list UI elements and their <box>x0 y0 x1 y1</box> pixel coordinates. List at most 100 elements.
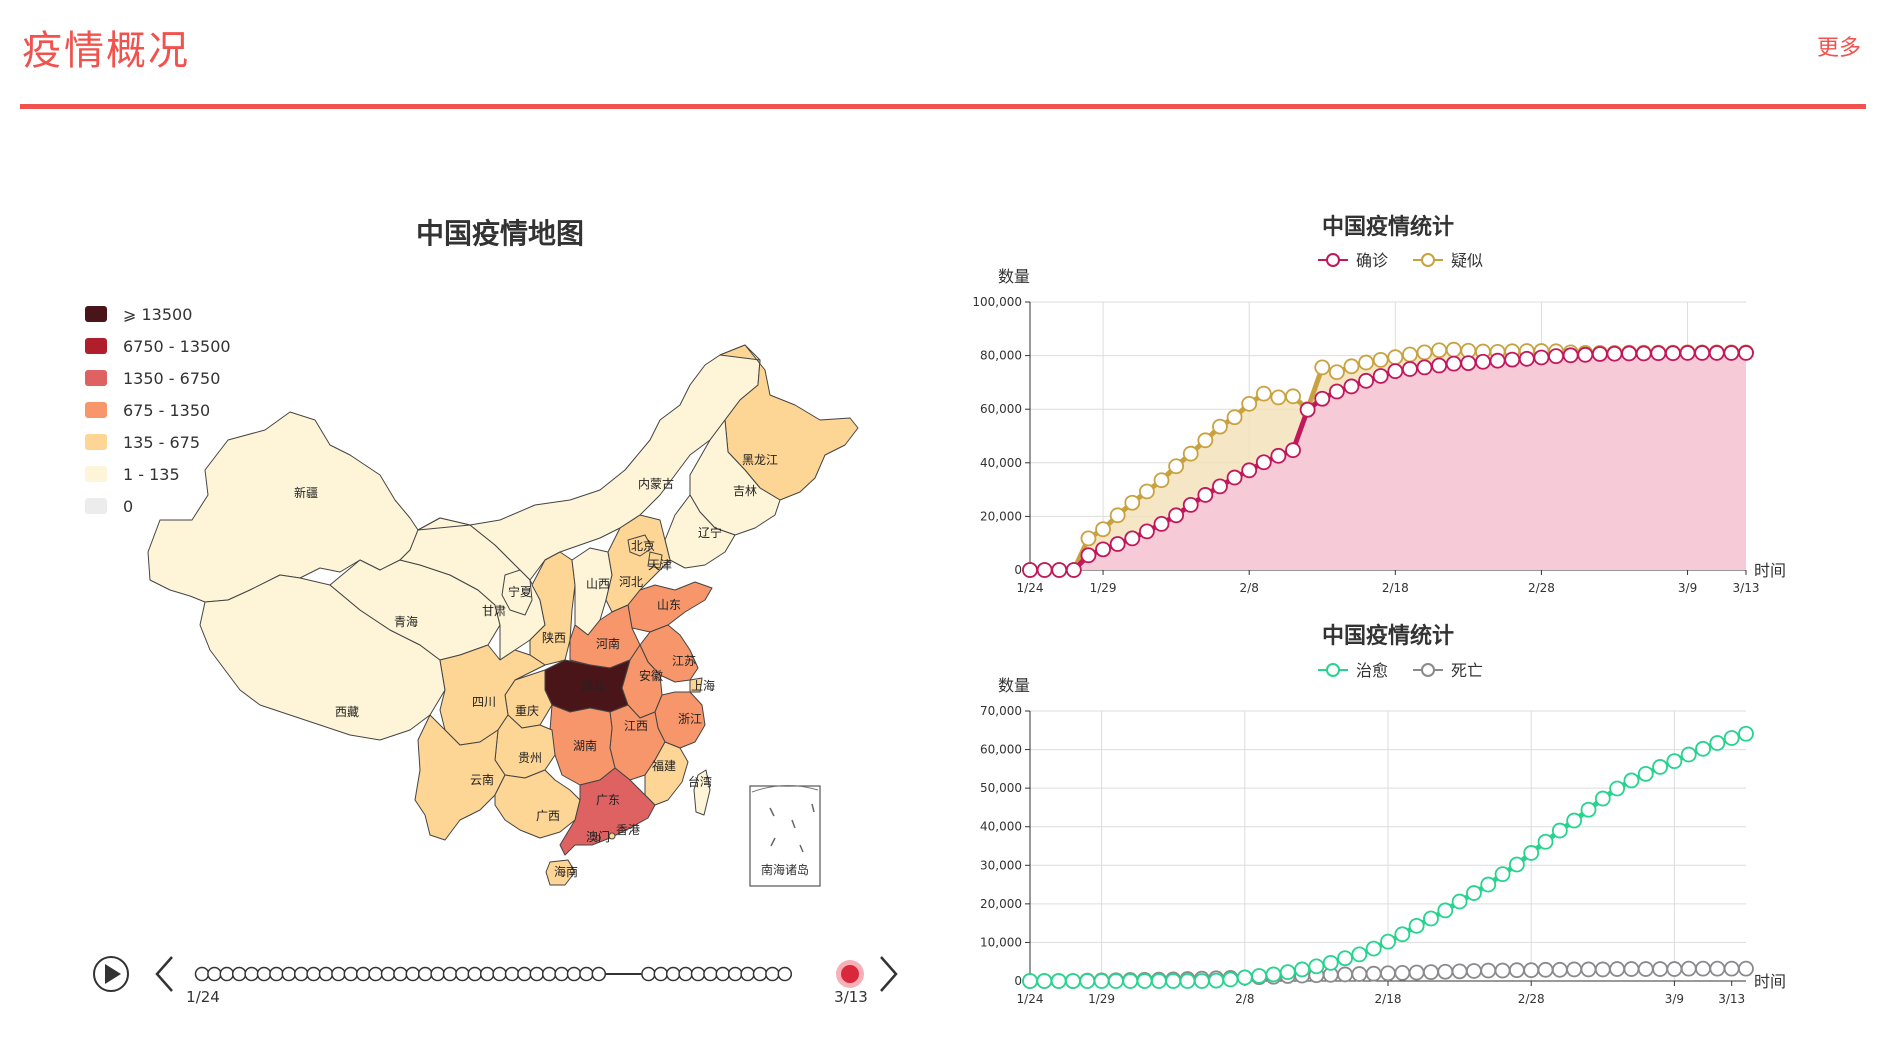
data-point[interactable] <box>1606 345 1623 362</box>
legend-item[interactable]: 0 <box>85 490 231 522</box>
timeline-dot[interactable] <box>703 966 718 982</box>
legend-item[interactable]: 675 - 1350 <box>85 394 231 426</box>
data-point[interactable] <box>1124 494 1141 511</box>
timeline-dot[interactable] <box>442 966 458 982</box>
province-hubei[interactable] <box>544 659 631 713</box>
data-point[interactable] <box>1036 562 1053 578</box>
data-point[interactable] <box>1504 351 1521 368</box>
province-hebei[interactable] <box>605 514 671 613</box>
data-point[interactable] <box>1212 418 1228 435</box>
data-point[interactable] <box>1708 345 1725 361</box>
timeline-dot[interactable] <box>430 966 445 982</box>
timeline-dot[interactable] <box>393 966 408 982</box>
data-point[interactable] <box>1251 968 1268 984</box>
data-point[interactable] <box>1445 341 1462 358</box>
data-point[interactable] <box>1182 496 1199 513</box>
data-point[interactable] <box>1609 780 1626 797</box>
data-point[interactable] <box>1279 964 1296 981</box>
data-point[interactable] <box>1365 965 1382 982</box>
data-point[interactable] <box>1337 950 1353 967</box>
timeline-dot[interactable] <box>467 966 483 982</box>
data-point[interactable] <box>1738 344 1754 361</box>
data-point[interactable] <box>1738 345 1754 361</box>
data-point[interactable] <box>1328 364 1345 381</box>
data-point[interactable] <box>1182 445 1199 462</box>
timeline-dot[interactable] <box>641 966 656 982</box>
data-point[interactable] <box>1606 345 1623 361</box>
timeline-dot[interactable] <box>318 966 334 982</box>
data-point[interactable] <box>1566 961 1583 978</box>
data-point[interactable] <box>1380 933 1396 950</box>
data-point[interactable] <box>1508 856 1525 873</box>
data-point[interactable] <box>1241 395 1258 412</box>
data-point[interactable] <box>1518 343 1535 359</box>
data-point[interactable] <box>1723 345 1740 361</box>
data-point[interactable] <box>1416 359 1433 376</box>
data-point[interactable] <box>1065 562 1082 578</box>
data-point[interactable] <box>1580 961 1597 978</box>
data-point[interactable] <box>1022 973 1038 989</box>
data-point[interactable] <box>1022 973 1038 989</box>
data-point[interactable] <box>1343 358 1360 375</box>
data-point[interactable] <box>1408 917 1425 934</box>
timeline-dot[interactable] <box>690 966 706 982</box>
data-point[interactable] <box>1153 472 1170 489</box>
data-point[interactable] <box>1523 845 1540 861</box>
data-point[interactable] <box>1285 388 1301 405</box>
data-point[interactable] <box>1314 390 1331 407</box>
data-point[interactable] <box>1093 973 1110 989</box>
province-yunnan[interactable] <box>414 714 506 841</box>
data-point[interactable] <box>1577 345 1594 361</box>
data-point[interactable] <box>1694 345 1711 361</box>
data-point[interactable] <box>1138 483 1155 500</box>
timeline-dot[interactable] <box>591 966 607 982</box>
data-point[interactable] <box>1489 343 1506 360</box>
timeline-dot[interactable] <box>256 966 272 982</box>
data-point[interactable] <box>1680 960 1697 977</box>
data-point[interactable] <box>1108 973 1124 989</box>
timeline-dot[interactable] <box>194 966 210 982</box>
data-point[interactable] <box>1466 885 1482 901</box>
timeline-dot[interactable] <box>231 966 247 982</box>
data-point[interactable] <box>1494 962 1511 979</box>
data-point[interactable] <box>1709 735 1726 751</box>
data-point[interactable] <box>1738 960 1754 977</box>
data-point[interactable] <box>1533 343 1550 359</box>
data-point[interactable] <box>1222 970 1239 986</box>
timeline-dot[interactable] <box>306 966 321 982</box>
data-point[interactable] <box>1523 962 1540 979</box>
data-point[interactable] <box>1723 344 1740 361</box>
data-point[interactable] <box>1079 972 1096 989</box>
timeline-dot[interactable] <box>727 966 743 982</box>
next-button[interactable] <box>880 956 898 992</box>
data-point[interactable] <box>1548 348 1564 365</box>
data-point[interactable] <box>1050 973 1067 989</box>
data-point[interactable] <box>1080 530 1097 547</box>
timeline-dot[interactable] <box>504 966 520 982</box>
data-point[interactable] <box>1666 961 1683 977</box>
data-point[interactable] <box>1562 344 1579 361</box>
timeline-dot[interactable] <box>417 966 433 982</box>
data-point[interactable] <box>1095 521 1111 538</box>
data-point[interactable] <box>1193 973 1210 989</box>
timeline-dot[interactable] <box>355 966 371 982</box>
province-beijing[interactable] <box>627 534 653 557</box>
data-point[interactable] <box>1537 961 1554 978</box>
legend-item[interactable]: 135 - 675 <box>85 426 231 458</box>
data-point[interactable] <box>1489 352 1506 369</box>
data-point[interactable] <box>1022 562 1038 578</box>
timeline-dot[interactable] <box>517 966 532 982</box>
data-point[interactable] <box>1328 383 1345 400</box>
data-point[interactable] <box>1080 547 1097 564</box>
province-macau[interactable] <box>595 835 601 841</box>
province-hunan[interactable] <box>549 704 616 786</box>
data-point[interactable] <box>1551 822 1568 839</box>
province-heilongjiang[interactable] <box>719 344 859 501</box>
data-point[interactable] <box>1222 971 1239 988</box>
data-point[interactable] <box>1124 530 1141 547</box>
province-shandong[interactable] <box>627 581 713 633</box>
prev-button[interactable] <box>155 956 173 992</box>
data-point[interactable] <box>1408 964 1425 981</box>
data-point[interactable] <box>1380 965 1396 982</box>
more-link[interactable]: 更多 <box>1816 36 1861 61</box>
